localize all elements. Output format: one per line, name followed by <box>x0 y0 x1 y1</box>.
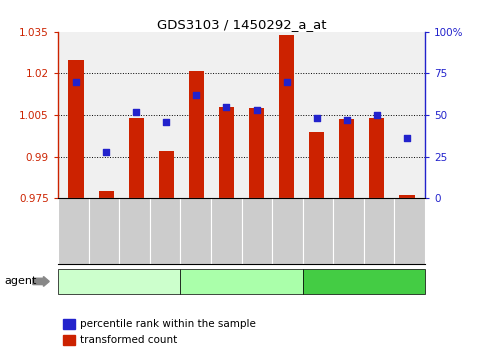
Text: GSM154965: GSM154965 <box>344 204 353 258</box>
Text: control: control <box>100 276 139 286</box>
Text: percentile rank within the sample: percentile rank within the sample <box>80 319 256 329</box>
Bar <box>189 71 204 198</box>
Text: GDS3103 / 1450292_a_at: GDS3103 / 1450292_a_at <box>157 18 326 31</box>
Point <box>72 79 80 85</box>
Text: GSM154966: GSM154966 <box>375 204 384 258</box>
Text: GSM154968: GSM154968 <box>69 204 78 258</box>
Text: GSM154969: GSM154969 <box>99 204 108 258</box>
Text: cholesterol: cholesterol <box>211 276 272 286</box>
Point <box>193 92 200 98</box>
Text: transformed count: transformed count <box>80 335 177 345</box>
Text: GSM154967: GSM154967 <box>405 204 414 258</box>
Bar <box>339 119 355 198</box>
Text: GSM154961: GSM154961 <box>222 204 231 258</box>
Bar <box>249 108 264 198</box>
Bar <box>159 151 174 198</box>
Bar <box>128 118 144 198</box>
Bar <box>99 191 114 198</box>
Point <box>223 104 230 110</box>
Bar <box>399 195 414 198</box>
Point <box>253 107 260 113</box>
Bar <box>219 107 234 198</box>
Text: GSM154510: GSM154510 <box>191 204 200 258</box>
Point <box>283 79 290 85</box>
Bar <box>309 132 324 198</box>
Point <box>162 119 170 125</box>
Text: GSM154971: GSM154971 <box>160 204 170 258</box>
Text: GSM154962: GSM154962 <box>252 204 261 258</box>
Bar <box>69 59 84 198</box>
Point <box>132 109 140 115</box>
Bar <box>369 118 384 198</box>
Point <box>313 115 321 121</box>
Point <box>343 117 351 123</box>
Bar <box>279 35 294 198</box>
Point <box>403 136 411 141</box>
Text: agent: agent <box>5 276 37 286</box>
Text: GSM154963: GSM154963 <box>283 204 292 258</box>
Text: GSM154970: GSM154970 <box>130 204 139 258</box>
Point <box>373 112 381 118</box>
Text: phenobarbital: phenobarbital <box>325 276 403 286</box>
Text: GSM154964: GSM154964 <box>313 204 323 258</box>
Point <box>102 149 110 154</box>
